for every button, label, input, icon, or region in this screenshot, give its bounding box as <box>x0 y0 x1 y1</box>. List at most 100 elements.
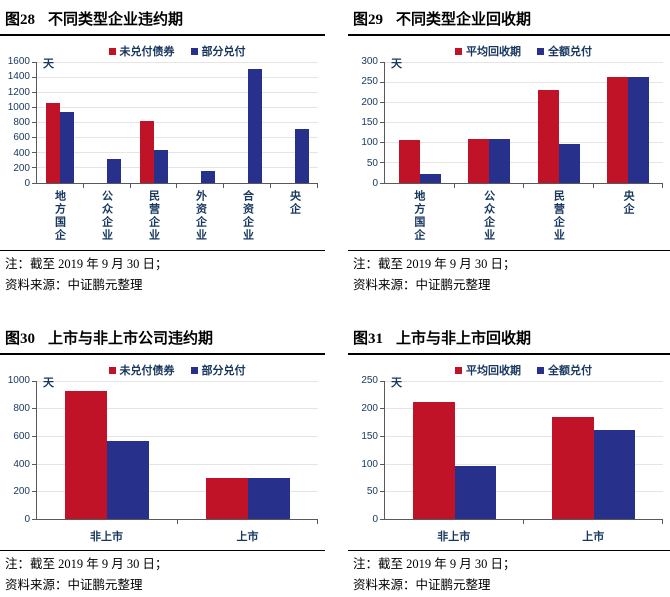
y-tick-label: 0 <box>24 178 30 189</box>
category-slot <box>178 381 319 525</box>
chart-legend: 平均回收期 全额兑付 <box>384 363 663 377</box>
y-axis-unit-label: 天 <box>391 377 402 390</box>
y-tick-label: 250 <box>361 76 378 88</box>
y-tick-mark <box>380 463 385 465</box>
x-axis-label-text: 非上市 <box>437 531 471 544</box>
legend-item: 未兑付债券 <box>108 362 175 378</box>
y-tick-label: 250 <box>361 375 378 387</box>
x-axis-label-text: 民营企业 <box>147 190 160 242</box>
y-tick-label: 600 <box>13 430 30 442</box>
bar-series-0 <box>468 139 490 183</box>
y-tick-label: 200 <box>361 403 378 415</box>
category-slot <box>37 381 178 525</box>
legend-label: 平均回收期 <box>466 365 521 378</box>
y-tick-mark <box>380 61 385 63</box>
y-tick-label: 800 <box>13 403 30 415</box>
y-tick-mark <box>32 106 37 108</box>
x-axis-label: 上市 <box>177 528 318 544</box>
figure-28-panel: 图28 不同类型企业违约期 未兑付债券 部分兑付 0 200 400 600 800 100… <box>0 6 325 295</box>
y-tick-label: 1600 <box>7 56 30 67</box>
x-axis-label: 民营企业 <box>524 190 594 244</box>
legend-swatch-icon <box>190 47 198 55</box>
category-slot <box>455 62 525 188</box>
y-tick-label: 1000 <box>7 375 30 387</box>
y-tick-mark <box>380 408 385 410</box>
y-tick-label: 0 <box>24 514 30 526</box>
y-tick-label: 1000 <box>7 101 30 113</box>
x-axis-label-text: 合资企业 <box>241 190 254 242</box>
bar-series-0 <box>140 121 155 183</box>
figure-notes: 注：截至 2019 年 9 月 30 日； 资料来源：中证鹏元整理 <box>348 550 670 595</box>
bar-series-1 <box>628 77 650 183</box>
y-tick-mark <box>32 463 37 465</box>
bar-series-0 <box>537 90 559 183</box>
y-tick-mark <box>380 182 385 184</box>
category-slot <box>385 62 455 188</box>
y-tick-mark <box>32 518 37 520</box>
bar-series-1 <box>558 143 580 183</box>
chart-legend: 未兑付债券 部分兑付 <box>36 363 318 377</box>
source-line: 资料来源：中证鹏元整理 <box>353 277 491 292</box>
figure-30-header: 图30 上市与非上市公司违约期 <box>0 325 325 356</box>
legend-swatch-icon <box>455 47 462 55</box>
note-line: 注：截至 2019 年 9 月 30 日； <box>5 257 168 271</box>
category-slot <box>84 62 131 188</box>
y-tick-label: 50 <box>366 486 378 498</box>
gridline <box>385 463 663 465</box>
legend-item: 部分兑付 <box>190 362 246 378</box>
legend-item: 部分兑付 <box>190 43 246 59</box>
bar-chart-default-period-listed-vs-unlisted: 未兑付债券 部分兑付 0 200 400 600 800 1000 天 非上市 上市 <box>0 363 325 544</box>
y-tick-label: 0 <box>372 178 378 189</box>
y-tick-mark <box>32 122 37 123</box>
gridline <box>37 408 318 410</box>
bar-series-0 <box>398 139 420 183</box>
bar-chart-default-period-by-enterprise-type: 未兑付债券 部分兑付 0 200 400 600 800 1000 1200 1400 1600 … <box>0 44 325 244</box>
bar-chart-recovery-period-by-enterprise-type: 平均回收期 全额兑付 0 50 100 150 200 250 300 天 地方国企 公众企业 民… <box>348 44 670 244</box>
figure-title: 上市与非上市公司违约期 <box>48 330 214 348</box>
category-slot <box>385 381 524 525</box>
y-tick-label: 0 <box>372 514 378 526</box>
y-tick-label: 100 <box>361 137 378 149</box>
bar-series-1 <box>247 477 290 520</box>
gridline <box>385 435 663 437</box>
x-axis-label: 民营企业 <box>130 190 177 244</box>
bar-series-1 <box>60 111 75 183</box>
source-line: 资料来源：中证鹏元整理 <box>5 577 143 592</box>
figure-label: 图30 <box>5 331 36 348</box>
y-axis-unit-label: 天 <box>391 58 402 70</box>
source-line: 资料来源：中证鹏元整理 <box>5 277 143 292</box>
x-axis-label-text: 上市 <box>582 531 605 544</box>
bar-chart-recovery-period-listed-vs-unlisted: 平均回收期 全额兑付 0 50 100 150 200 250 天 非上市 上市 <box>348 363 670 544</box>
category-slot <box>524 381 663 525</box>
legend-swatch-icon <box>455 366 462 374</box>
note-line: 注：截至 2019 年 9 月 30 日； <box>353 557 516 572</box>
y-tick-mark <box>380 162 385 164</box>
x-axis-labels: 非上市 上市 <box>384 528 663 544</box>
figure-31-header: 图31 上市与非上市回收期 <box>348 325 670 356</box>
gridline <box>37 106 318 108</box>
x-axis-label: 合资企业 <box>224 190 271 244</box>
figure-notes: 注：截至 2019 年 9 月 30 日； 资料来源：中证鹏元整理 <box>0 250 325 295</box>
y-tick-mark <box>380 518 385 520</box>
x-axis-label: 非上市 <box>36 528 177 544</box>
bar-series-1 <box>294 128 309 183</box>
bar-series-0 <box>607 77 629 183</box>
y-tick-mark <box>380 142 385 144</box>
y-tick-mark <box>32 152 37 154</box>
x-axis-label: 央企 <box>271 190 318 244</box>
category-slot <box>271 62 318 188</box>
chart-legend: 未兑付债券 部分兑付 <box>36 44 318 58</box>
y-tick-label: 800 <box>13 117 30 128</box>
y-tick-label: 100 <box>361 458 378 470</box>
x-axis-label: 地方国企 <box>36 190 83 244</box>
y-tick-mark <box>380 435 385 437</box>
legend-item: 全额兑付 <box>537 43 592 59</box>
y-axis: 0 50 100 150 200 250 <box>348 376 384 525</box>
y-tick-mark <box>32 137 37 139</box>
legend-label: 未兑付债券 <box>119 46 175 58</box>
y-tick-mark <box>380 101 385 103</box>
bar-series-0 <box>551 417 594 520</box>
y-tick-mark <box>32 491 37 493</box>
bar-series-0 <box>205 477 248 520</box>
